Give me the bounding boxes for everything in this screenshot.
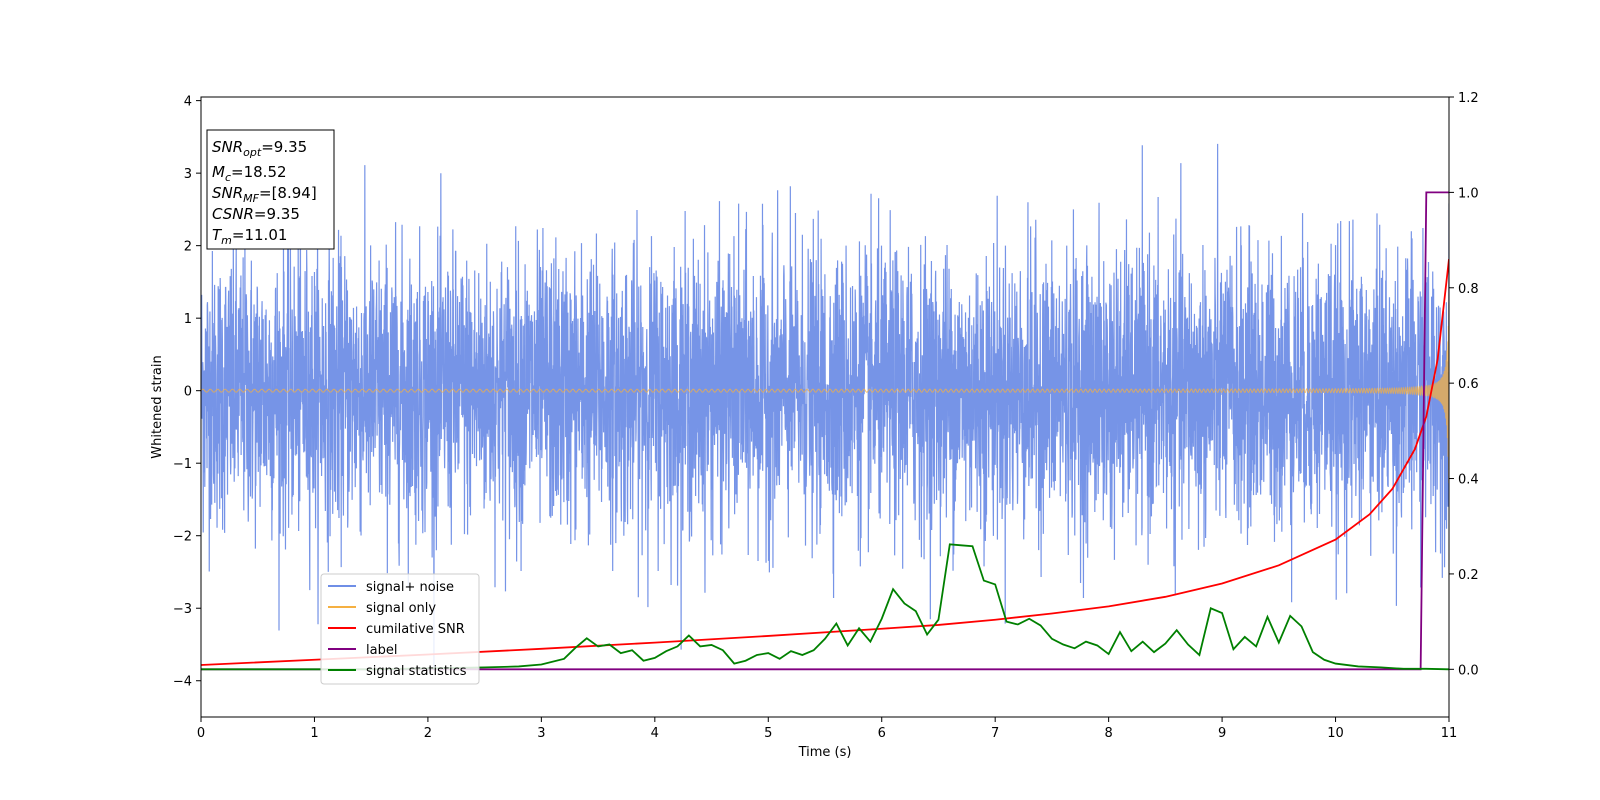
annotation-base: M <box>212 163 225 181</box>
x-tick-label: 4 <box>651 726 659 741</box>
x-tick-label: 9 <box>1218 726 1226 741</box>
x-tick-label: 1 <box>310 726 318 741</box>
x-tick-label: 8 <box>1104 726 1112 741</box>
y-tick-label: 3 <box>184 167 192 182</box>
annotation-base: T <box>212 226 223 244</box>
x-tick-label: 5 <box>764 726 772 741</box>
series-label <box>201 191 1449 671</box>
series-signal-noise <box>201 143 1449 668</box>
annotation-subscript: opt <box>243 146 262 159</box>
y-right-tick-label: 0.6 <box>1458 377 1479 392</box>
annotation-value: =9.35 <box>261 138 307 156</box>
y-right-tick-label: 0.8 <box>1458 282 1479 297</box>
annotation-box: SNRopt=9.35Mc=18.52SNRMF=[8.94]CSNR=9.35… <box>206 129 335 250</box>
annotation-subscript: m <box>221 234 232 247</box>
annotation-frame <box>206 129 335 250</box>
legend-label: signal+ noise <box>366 580 454 595</box>
x-axis-ticks: 0 1 2 3 4 5 6 7 8 9 10 11 <box>197 717 1457 741</box>
x-tick-label: 7 <box>991 726 999 741</box>
y-right-tick-label: 1.2 <box>1458 91 1479 106</box>
annotation-subscript: c <box>225 171 231 184</box>
annotation-value: =9.35 <box>254 205 300 223</box>
y-axis-label: Whitened strain <box>150 355 165 458</box>
legend: signal+ noise signal only cumilative SNR la… <box>320 573 480 685</box>
annotation-value: =18.52 <box>231 163 287 181</box>
annotation-line: Tm=11.01 <box>212 226 287 247</box>
y-tick-label: 1 <box>184 312 192 327</box>
x-tick-label: 10 <box>1327 726 1344 741</box>
series-cumilative-snr <box>201 259 1449 666</box>
x-tick-label: 2 <box>424 726 432 741</box>
annotation-line: CSNR=9.35 <box>212 205 300 223</box>
y-right-tick-label: 0.0 <box>1458 663 1479 678</box>
annotation-line: Mc=18.52 <box>212 163 287 184</box>
series-layer <box>201 143 1449 671</box>
y-axis-left-ticks: −4 −3 −2 −1 0 1 2 3 4 <box>173 95 201 690</box>
legend-label: signal statistics <box>366 664 467 679</box>
x-tick-label: 0 <box>197 726 205 741</box>
y-right-tick-label: 0.2 <box>1458 568 1479 583</box>
series-signal-statistics <box>201 543 1449 671</box>
annotation-subscript: MF <box>243 192 259 205</box>
annotation-line: SNRMF=[8.94] <box>212 184 317 205</box>
plot-area <box>201 143 1449 671</box>
y-right-tick-label: 1.0 <box>1458 186 1479 201</box>
y-axis-right-ticks: 0.0 0.2 0.4 0.6 0.8 1.0 1.2 <box>1449 91 1479 678</box>
y-tick-label: −3 <box>173 602 192 617</box>
x-axis-label: Time (s) <box>798 745 852 760</box>
y-tick-label: −2 <box>173 530 192 545</box>
annotation-value: =[8.94] <box>259 184 317 202</box>
annotation-base: SNR <box>212 138 243 156</box>
y-tick-label: 0 <box>184 385 192 400</box>
annotation-line: SNRopt=9.35 <box>212 138 307 159</box>
y-tick-label: −1 <box>173 457 192 472</box>
x-tick-label: 11 <box>1441 726 1458 741</box>
annotation-value: =11.01 <box>232 226 288 244</box>
annotation-base: CSNR <box>212 205 254 223</box>
x-tick-label: 6 <box>878 726 886 741</box>
y-tick-label: −4 <box>173 675 192 690</box>
axes-frame <box>200 96 1450 718</box>
y-tick-label: 2 <box>184 240 192 255</box>
annotation-base: SNR <box>212 184 243 202</box>
legend-frame <box>320 573 480 685</box>
y-tick-label: 4 <box>184 95 192 110</box>
legend-label: cumilative SNR <box>366 622 465 637</box>
series-signal-only <box>201 268 1449 484</box>
x-tick-label: 3 <box>537 726 545 741</box>
legend-label: signal only <box>366 601 436 616</box>
legend-label: label <box>366 643 397 658</box>
y-right-tick-label: 0.4 <box>1458 473 1479 488</box>
